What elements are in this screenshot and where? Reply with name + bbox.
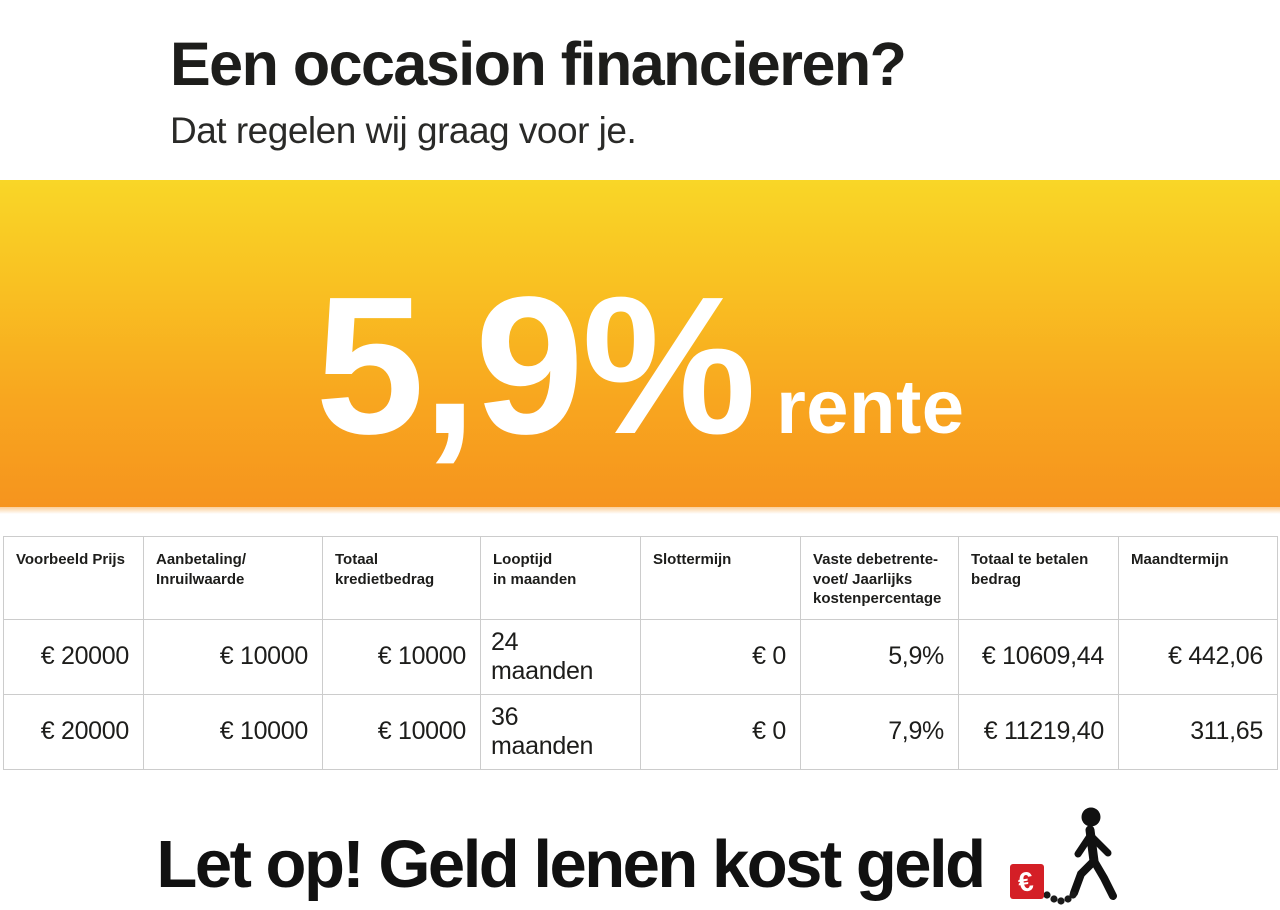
cell-aanbetaling: € 10000 (143, 693, 323, 770)
rate-banner: 5,9% rente (0, 180, 1280, 514)
credit-warning-section: Let op! Geld lenen kost geld € (0, 806, 1280, 910)
col-header-slottermijn: Slottermijn (640, 536, 801, 620)
col-header-totaal-te-betalen: Totaal te betalen bedrag (958, 536, 1119, 620)
rate-label: rente (776, 365, 965, 450)
col-header-looptijd: Looptijd in maanden (480, 536, 641, 620)
table-row: € 20000 € 10000 € 10000 24 maanden € 0 5… (3, 618, 1278, 695)
cell-rente: 5,9% (800, 618, 959, 695)
page-title: Een occasion financieren? (170, 30, 907, 98)
rate-banner-content: 5,9% rente (315, 180, 964, 464)
col-header-voorbeeld-prijs: Voorbeeld Prijs (3, 536, 144, 620)
table-header-row: Voorbeeld Prijs Aanbetaling/ Inruilwaard… (3, 536, 1278, 620)
col-header-aanbetaling: Aanbetaling/ Inruilwaarde (143, 536, 323, 620)
cell-slottermijn: € 0 (640, 618, 801, 695)
cell-kredietbedrag: € 10000 (322, 693, 481, 770)
header-section: Een occasion financieren? Dat regelen wi… (0, 0, 1280, 180)
banner-bottom-fade (0, 507, 1280, 514)
col-header-maandtermijn: Maandtermijn (1118, 536, 1278, 620)
cell-slottermijn: € 0 (640, 693, 801, 770)
walking-man (1069, 825, 1117, 900)
cell-prijs: € 20000 (3, 693, 144, 770)
col-header-totaal-kredietbedrag: Totaal kredietbedrag (322, 536, 481, 620)
cell-maandtermijn: € 442,06 (1118, 618, 1278, 695)
geld-lenen-kost-geld-icon: € (1009, 807, 1117, 905)
man-head (1081, 807, 1101, 826)
finance-table: Voorbeeld Prijs Aanbetaling/ Inruilwaard… (3, 536, 1278, 770)
cell-maandtermijn: 311,65 (1118, 693, 1278, 770)
cell-looptijd: 36 maanden (480, 693, 641, 770)
cell-totaal-betalen: € 11219,40 (958, 693, 1119, 770)
cell-looptijd: 24 maanden (480, 618, 641, 695)
cell-prijs: € 20000 (3, 618, 144, 695)
cell-kredietbedrag: € 10000 (322, 618, 481, 695)
cell-aanbetaling: € 10000 (143, 618, 323, 695)
cell-rente: 7,9% (800, 693, 959, 770)
table-row: € 20000 € 10000 € 10000 36 maanden € 0 7… (3, 693, 1278, 770)
finance-table-wrap: Voorbeeld Prijs Aanbetaling/ Inruilwaard… (3, 536, 1280, 770)
chain (1042, 890, 1077, 905)
col-header-debetrentevoet: Vaste debetrente- voet/ Jaarlijks kosten… (800, 536, 959, 620)
cell-totaal-betalen: € 10609,44 (958, 618, 1119, 695)
rate-value: 5,9% (315, 256, 756, 475)
page-subtitle: Dat regelen wij graag voor je. (170, 110, 637, 152)
